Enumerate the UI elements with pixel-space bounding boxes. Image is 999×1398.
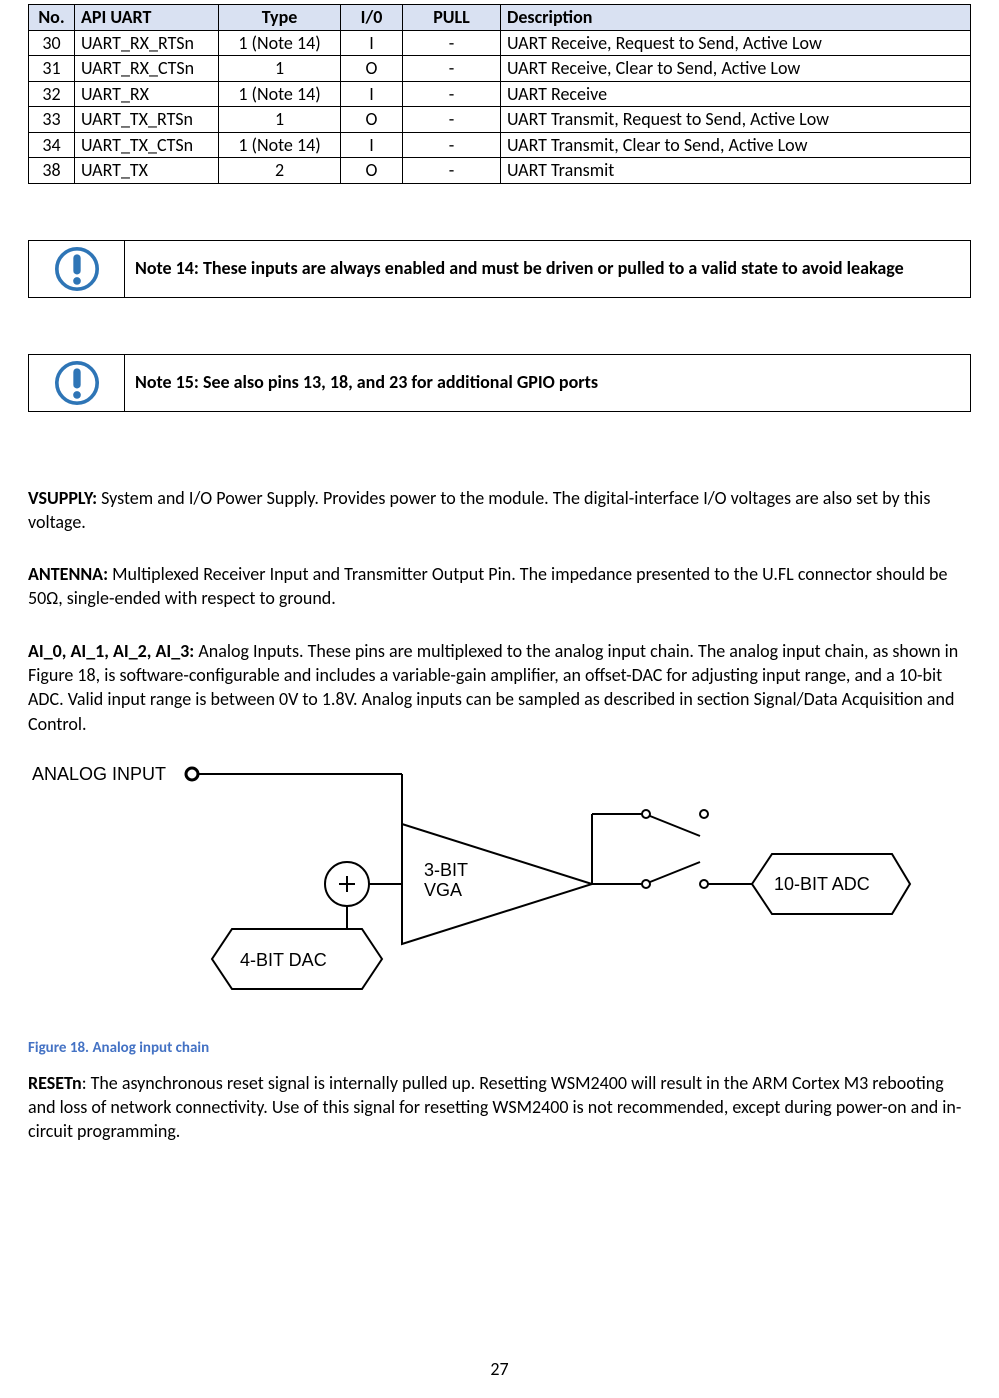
table-cell: O [341,107,403,133]
table-cell: UART Receive, Request to Send, Active Lo… [501,30,971,56]
diag-switch-arm [650,862,700,882]
diag-switch-node [700,810,708,818]
vsupply-text: System and I/O Power Supply. Provides po… [28,487,930,533]
note-15-text: Note 15: See also pins 13, 18, and 23 fo… [125,355,970,411]
diag-switch-node [642,880,650,888]
table-cell: UART_TX_CTSn [75,132,219,158]
resetn-para: RESETn: The asynchronous reset signal is… [28,1071,971,1144]
table-cell: I [341,81,403,107]
table-cell: O [341,56,403,82]
table-cell: UART_RX [75,81,219,107]
table-cell: 2 [219,158,341,184]
table-cell: 31 [29,56,75,82]
table-cell: 1 (Note 14) [219,30,341,56]
table-cell: 1 (Note 14) [219,81,341,107]
note-14-text: Note 14: These inputs are always enabled… [125,241,970,297]
table-row: 32UART_RX1 (Note 14)I-UART Receive [29,81,971,107]
table-cell: UART Transmit [501,158,971,184]
table-cell: UART Receive, Clear to Send, Active Low [501,56,971,82]
diag-switch-node [642,810,650,818]
table-cell: UART_RX_RTSn [75,30,219,56]
th-io: I/0 [341,5,403,31]
th-no: No. [29,5,75,31]
antenna-lead: ANTENNA: [28,563,108,585]
table-cell: O [341,158,403,184]
uart-pin-table: No. API UART Type I/0 PULL Description 3… [28,4,971,184]
diag-terminal [186,768,198,780]
note-15-block: Note 15: See also pins 13, 18, and 23 fo… [28,354,971,412]
ai-para: AI_0, AI_1, AI_2, AI_3: Analog Inputs. T… [28,639,971,736]
diag-switch-arm [650,816,700,836]
table-cell: 30 [29,30,75,56]
table-cell: UART Receive [501,81,971,107]
analog-chain-diagram: ANALOG INPUT 3-BIT VGA 4-BIT DAC 1 [32,754,912,1014]
th-pull: PULL [403,5,501,31]
alert-icon [55,361,99,405]
table-cell: 33 [29,107,75,133]
table-row: 38UART_TX2O-UART Transmit [29,158,971,184]
table-cell: 32 [29,81,75,107]
th-api: API UART [75,5,219,31]
ai-lead: AI_0, AI_1, AI_2, AI_3: [28,640,194,662]
antenna-text: Multiplexed Receiver Input and Transmitt… [28,563,947,609]
table-row: 33UART_TX_RTSn1O-UART Transmit, Request … [29,107,971,133]
th-desc: Description [501,5,971,31]
table-row: 34UART_TX_CTSn1 (Note 14)I-UART Transmit… [29,132,971,158]
diag-label-vga-line2: VGA [424,880,462,900]
table-cell: UART_RX_CTSn [75,56,219,82]
table-cell: - [403,158,501,184]
vsupply-para: VSUPPLY: System and I/O Power Supply. Pr… [28,486,971,535]
table-cell: UART_TX_RTSn [75,107,219,133]
table-cell: 1 [219,56,341,82]
table-cell: - [403,30,501,56]
alert-icon [55,247,99,291]
diag-label-vga-line1: 3-BIT [424,860,468,880]
table-cell: - [403,132,501,158]
resetn-text: : The asynchronous reset signal is inter… [28,1072,961,1143]
table-cell: - [403,81,501,107]
table-cell: 34 [29,132,75,158]
figure-18: ANALOG INPUT 3-BIT VGA 4-BIT DAC 1 [28,754,971,1019]
table-cell: 1 [219,107,341,133]
table-cell: UART Transmit, Clear to Send, Active Low [501,132,971,158]
resetn-lead: RESETn [28,1072,82,1094]
table-cell: UART Transmit, Request to Send, Active L… [501,107,971,133]
note-icon-cell [29,241,125,297]
table-row: 31UART_RX_CTSn1O-UART Receive, Clear to … [29,56,971,82]
diag-label-adc: 10-BIT ADC [774,874,870,894]
table-cell: I [341,132,403,158]
table-cell: I [341,30,403,56]
table-cell: - [403,107,501,133]
table-cell: 1 (Note 14) [219,132,341,158]
table-row: 30UART_RX_RTSn1 (Note 14)I-UART Receive,… [29,30,971,56]
diag-switch-node [700,880,708,888]
table-cell: 38 [29,158,75,184]
note-icon-cell [29,355,125,411]
figure-18-caption: Figure 18. Analog input chain [28,1039,971,1057]
note-14-block: Note 14: These inputs are always enabled… [28,240,971,298]
vsupply-lead: VSUPPLY: [28,487,97,509]
th-type: Type [219,5,341,31]
table-cell: - [403,56,501,82]
table-header-row: No. API UART Type I/0 PULL Description [29,5,971,31]
diag-label-analog: ANALOG INPUT [32,764,166,784]
table-cell: UART_TX [75,158,219,184]
diag-label-dac: 4-BIT DAC [240,950,327,970]
page-number: 27 [0,1358,999,1380]
antenna-para: ANTENNA: Multiplexed Receiver Input and … [28,562,971,611]
